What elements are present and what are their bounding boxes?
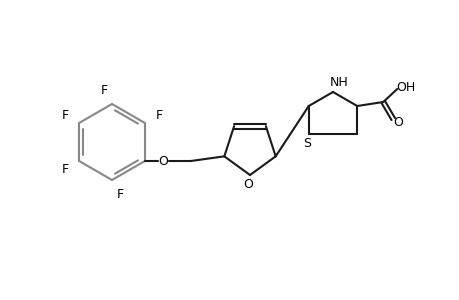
Text: O: O: [392, 116, 402, 128]
Text: F: F: [62, 163, 68, 176]
Text: F: F: [62, 109, 68, 122]
Text: F: F: [100, 83, 107, 97]
Text: F: F: [116, 188, 123, 200]
Text: OH: OH: [396, 80, 415, 94]
Text: F: F: [155, 109, 162, 122]
Text: S: S: [302, 136, 310, 149]
Text: O: O: [242, 178, 252, 190]
Text: NH: NH: [329, 76, 347, 88]
Text: O: O: [157, 154, 168, 167]
